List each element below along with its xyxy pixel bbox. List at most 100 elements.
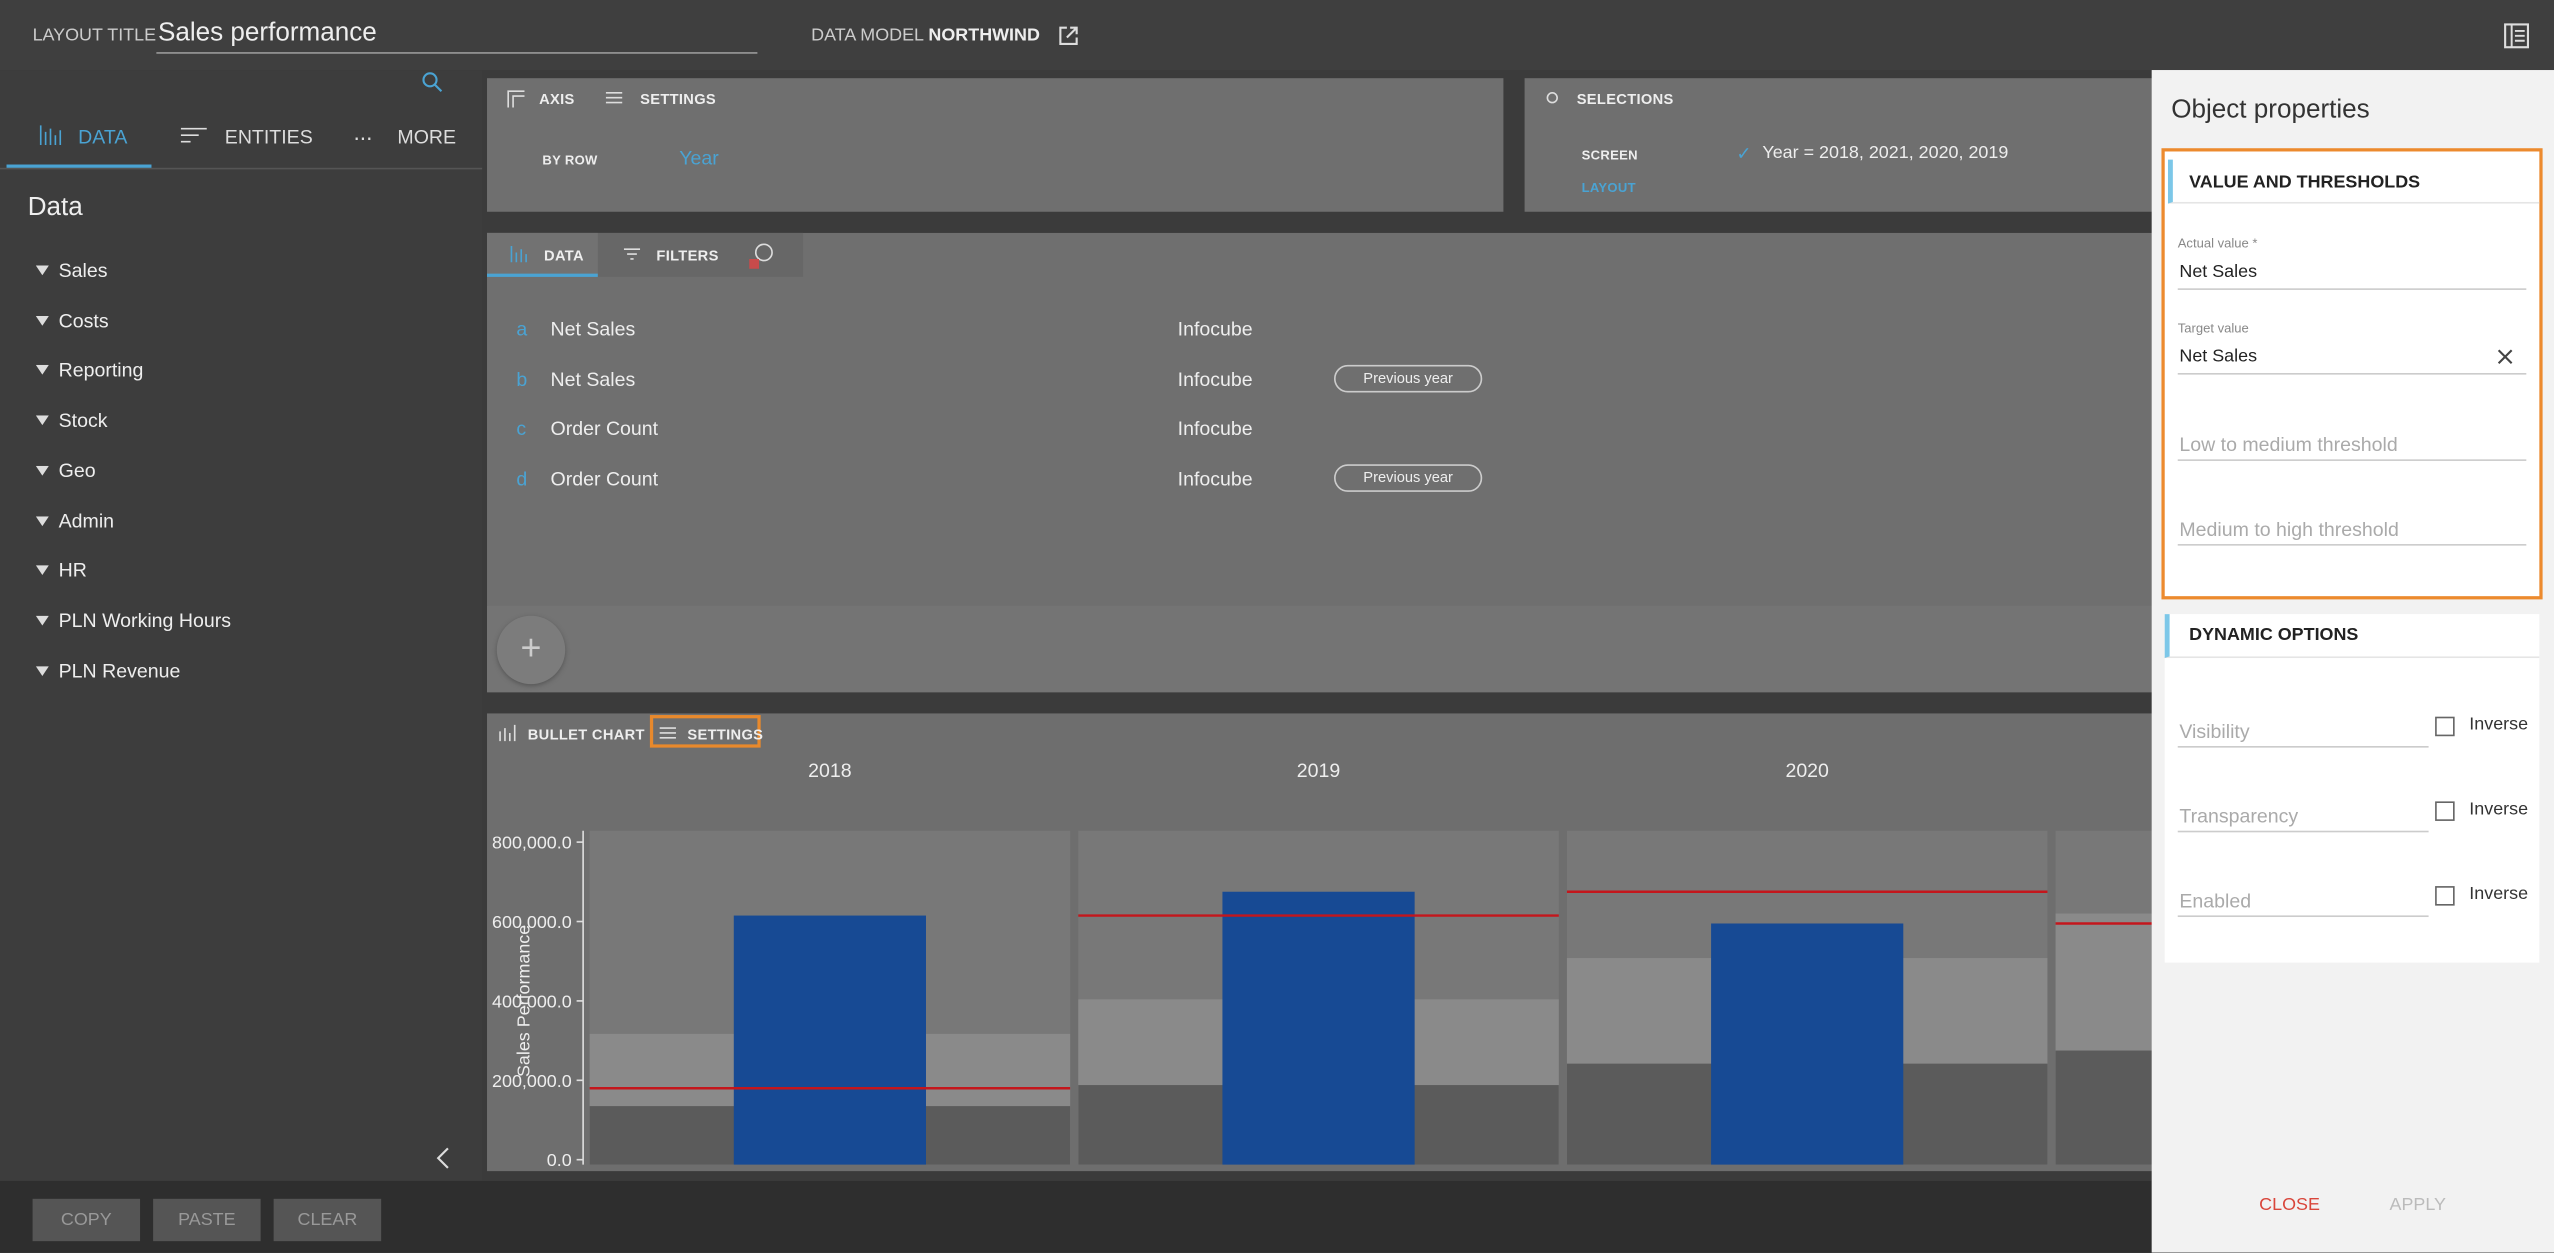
option-field[interactable]: Transparency [2177, 800, 2429, 833]
row-letter: d [516, 467, 528, 491]
value-section-title: VALUE AND THRESHOLDS [2189, 172, 2421, 193]
row-measure: Order Count [550, 417, 659, 441]
tree-item[interactable]: HR [58, 558, 87, 582]
y-tick-label: 800,000.0 [492, 833, 572, 853]
screen-value: Year = 2018, 2021, 2020, 2019 [1762, 143, 2009, 163]
row-source: Infocube [1177, 417, 1253, 441]
footer-button[interactable]: COPY [32, 1198, 141, 1242]
axis-tab[interactable]: AXIS [539, 91, 575, 108]
add-area: + [487, 605, 2165, 693]
target-field[interactable]: Net Sales [2177, 344, 2527, 375]
tree-item[interactable]: Geo [58, 458, 96, 482]
low-medium-placeholder: Low to medium threshold [2179, 433, 2398, 457]
data-model[interactable]: NORTHWIND [928, 26, 1040, 46]
option-label: Visibility [2179, 719, 2250, 743]
data-tab[interactable]: DATA [544, 247, 584, 264]
checkbox[interactable] [2435, 886, 2455, 906]
apply-button: APPLY [2389, 1195, 2446, 1216]
properties-title: Object properties [2171, 96, 2370, 124]
row-tag[interactable]: Previous year [1334, 464, 1483, 493]
data-tabs: DATA FILTERS [487, 232, 804, 277]
screen-label: SCREEN [1581, 148, 1638, 163]
clear-icon[interactable] [2497, 349, 2513, 365]
layout-title-input[interactable]: Sales performance [157, 19, 377, 48]
actual-value: Net Sales [2179, 262, 2258, 282]
y-tick-label: 200,000.0 [492, 1071, 572, 1091]
input-underline [156, 52, 758, 54]
y-tick-label: 400,000.0 [492, 991, 572, 1011]
data-panel: DATA FILTERS a Net Sales Infocube b Net Sale… [487, 232, 2165, 693]
bar [1711, 923, 1904, 1165]
bar [1222, 891, 1415, 1165]
tree-item[interactable]: PLN Working Hours [58, 609, 232, 632]
left-tab[interactable]: DATA [78, 125, 128, 149]
y-tick-label: 600,000.0 [492, 912, 572, 932]
value-section: VALUE AND THRESHOLDS Actual value * Net … [2161, 148, 2543, 600]
chart-panel: BULLET CHART SETTINGS 2018 2019 2020 0.0 200… [487, 713, 2165, 1172]
search-icon[interactable] [420, 70, 443, 93]
tree-item[interactable]: Admin [58, 509, 115, 532]
layout-label[interactable]: LAYOUT [1581, 180, 1636, 196]
option-field[interactable]: Visibility [2177, 715, 2429, 748]
option-label: Transparency [2179, 804, 2299, 828]
row-measure: Order Count [550, 467, 659, 491]
low-medium-field[interactable]: Low to medium threshold [2177, 428, 2527, 461]
category-label: 2018 [808, 760, 852, 782]
y-axis-title: Sales Performance [513, 925, 533, 1077]
footer-button[interactable]: PASTE [153, 1198, 261, 1242]
data-model-label: DATA MODEL [811, 26, 925, 46]
open-icon[interactable] [1059, 26, 1079, 46]
y-tick-label: 0.0 [547, 1150, 572, 1170]
axis-icon [507, 90, 525, 108]
selections-panel: SELECTIONS SCREEN ✓ Year = 2018, 2021, 2… [1524, 78, 2177, 212]
row-label: BY ROW [542, 153, 598, 168]
tree-item[interactable]: Stock [58, 408, 108, 432]
layout-title-label: LAYOUT TITLE [32, 26, 157, 46]
settings-tab[interactable]: SETTINGS [640, 91, 717, 108]
settings-icon [605, 92, 623, 104]
header: LAYOUT TITLE Sales performance DATA MODE… [0, 0, 2554, 71]
medium-high-placeholder: Medium to high threshold [2179, 517, 2399, 541]
bullet-chart-tab[interactable]: BULLET CHART [527, 726, 645, 743]
row-letter: c [516, 417, 527, 441]
footer: COPY PASTE CLEAR [0, 1180, 2152, 1253]
close-button[interactable]: CLOSE [2259, 1195, 2320, 1216]
actual-field[interactable]: Net Sales [2177, 259, 2527, 290]
checkbox[interactable] [2435, 801, 2455, 821]
left-tab[interactable]: ENTITIES [224, 125, 313, 149]
collapse-icon[interactable] [433, 1147, 453, 1170]
row-measure: Net Sales [550, 317, 636, 341]
chart-settings-tab[interactable]: SETTINGS [687, 726, 764, 743]
option-field[interactable]: Enabled [2177, 884, 2429, 918]
tree-item[interactable]: Sales [58, 258, 108, 282]
tree-item[interactable]: Costs [58, 308, 109, 332]
row-value[interactable]: Year [679, 146, 719, 170]
left-panel: DATA ENTITIES MORE... Data Sales Costs Repor… [0, 70, 483, 1181]
tree-item[interactable]: Reporting [58, 358, 144, 382]
left-tabs: DATA ENTITIES MORE... [0, 112, 483, 170]
add-button[interactable]: + [496, 615, 566, 685]
left-tab[interactable]: MORE [397, 125, 457, 149]
row-source: Infocube [1177, 367, 1253, 391]
panel-icon[interactable] [2504, 23, 2530, 49]
tree-item[interactable]: PLN Revenue [58, 659, 181, 682]
row-tag[interactable]: Previous year [1334, 364, 1483, 393]
checkbox[interactable] [2435, 716, 2455, 737]
axis-panel: AXIS SETTINGS BY ROW Year [487, 78, 1504, 212]
category-label: 2019 [1297, 760, 1340, 782]
dynamic-section: DYNAMIC OPTIONS Visibility Inverse Transpa… [2164, 614, 2540, 963]
filters-tab[interactable]: FILTERS [656, 247, 719, 264]
settings-highlight [649, 715, 761, 748]
dynamic-section-title: DYNAMIC OPTIONS [2189, 625, 2359, 646]
bar [733, 915, 926, 1165]
row-source: Infocube [1177, 317, 1253, 341]
medium-high-field[interactable]: Medium to high threshold [2177, 513, 2527, 546]
checkbox-label: Inverse [2469, 884, 2529, 905]
row-measure: Net Sales [550, 367, 636, 391]
range-low [2055, 1050, 2165, 1165]
footer-button[interactable]: CLEAR [273, 1198, 382, 1242]
bullet-chart: 2018 2019 2020 0.0 200,000.0 400,000.0 600,000… [492, 760, 2165, 1170]
target-value: Net Sales [2179, 346, 2258, 367]
left-panel-title: Data [27, 193, 83, 222]
